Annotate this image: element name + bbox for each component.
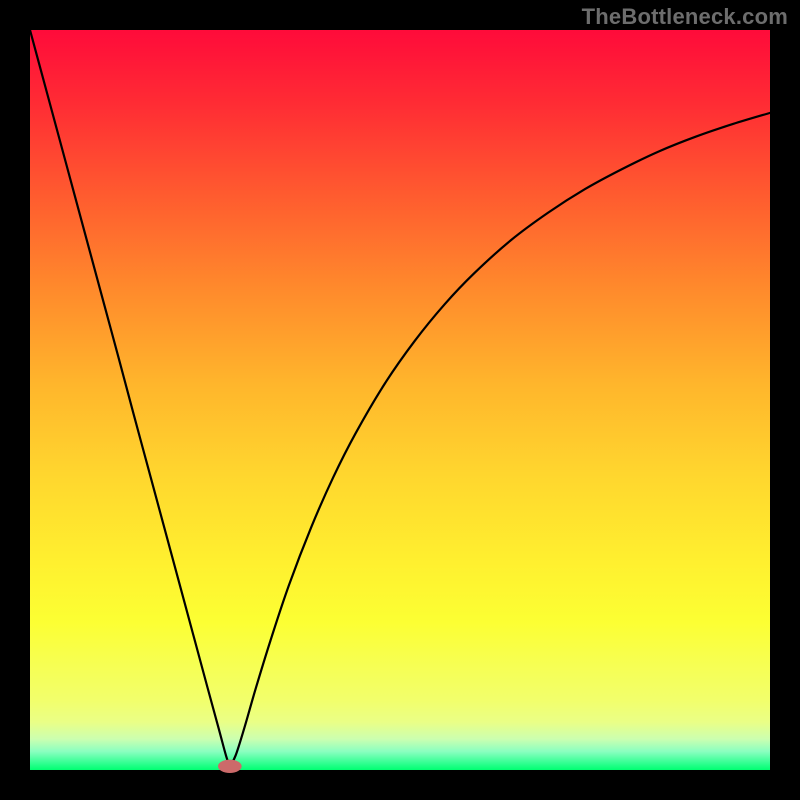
plot-background-gradient bbox=[30, 30, 770, 770]
minimum-marker bbox=[218, 760, 242, 773]
bottleneck-chart: TheBottleneck.com bbox=[0, 0, 800, 800]
chart-svg bbox=[0, 0, 800, 800]
watermark-text: TheBottleneck.com bbox=[582, 4, 788, 30]
